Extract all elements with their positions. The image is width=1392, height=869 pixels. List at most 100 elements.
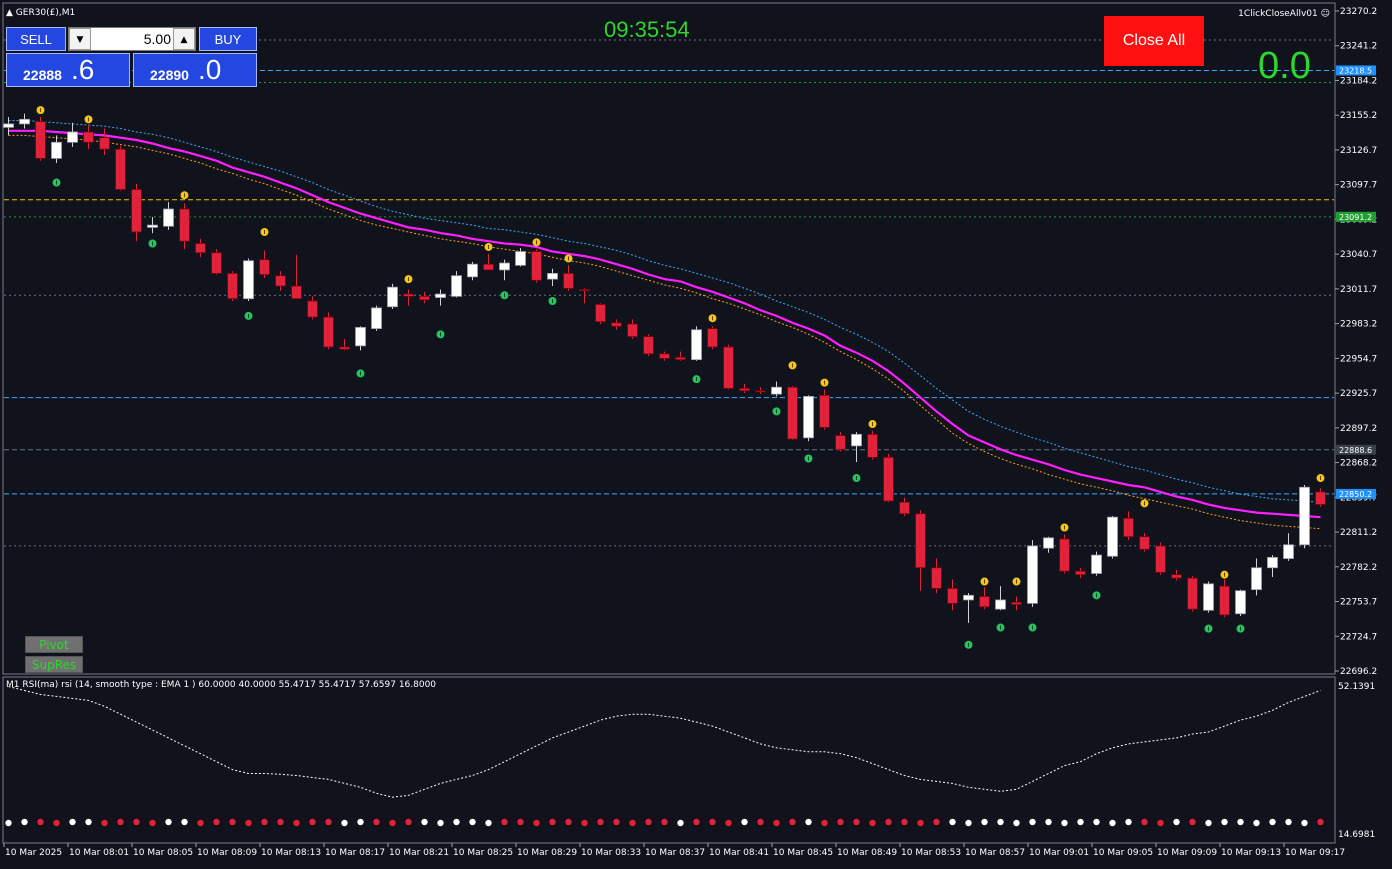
- time-tick-label: 10 Mar 08:49: [837, 848, 897, 858]
- candle-body: [435, 293, 446, 298]
- candle-body: [131, 189, 142, 233]
- bear-dot: [901, 818, 908, 826]
- candle-body: [627, 323, 638, 338]
- buy-button[interactable]: BUY: [199, 27, 257, 51]
- buy-signal-icon: [852, 474, 861, 483]
- bear-dot: [1317, 818, 1324, 826]
- bear-candle: [883, 453, 894, 503]
- bear-dot: [661, 818, 668, 826]
- bear-dot: [261, 818, 268, 826]
- bull-dot: [85, 818, 92, 826]
- price-axis: 23270.2 23241.2 23184.2 23155.2 23126.7 23097…: [1335, 7, 1377, 677]
- bid-price-box[interactable]: 22888 .6: [6, 53, 130, 87]
- rsi-panel-border: [2, 676, 1336, 844]
- candle-body: [307, 300, 318, 318]
- bull-candle: [1299, 484, 1310, 549]
- buy-signal-icon: [996, 623, 1005, 632]
- price-badge: 22888.6: [1336, 444, 1376, 455]
- candle-body: [51, 141, 62, 159]
- sell-signal-icon: [868, 420, 877, 429]
- bear-dot: [117, 818, 124, 826]
- bear-dot: [565, 818, 572, 826]
- bull-dot: [357, 818, 364, 826]
- bear-dot: [693, 818, 700, 826]
- bear-candle: [595, 303, 606, 324]
- bull-candle: [547, 268, 558, 287]
- sell-signal-icon: [36, 106, 45, 115]
- buy-signal-icon: [772, 407, 781, 416]
- bull-dot: [1173, 818, 1180, 826]
- bear-candle: [403, 289, 414, 306]
- time-tick-label: 10 Mar 08:45: [773, 848, 833, 858]
- candle-body: [419, 295, 430, 301]
- sell-signal-icon: [708, 314, 717, 323]
- bear-candle: [339, 338, 350, 351]
- candle-body: [499, 262, 510, 271]
- bear-candle: [579, 288, 590, 304]
- expert-name: 1ClickCloseAllv01: [1238, 9, 1318, 19]
- candle-body: [643, 336, 654, 355]
- lot-increase-icon[interactable]: ▲: [173, 28, 195, 50]
- supres-button[interactable]: SupRes: [25, 656, 83, 673]
- sell-signal-icon: [532, 238, 541, 247]
- candle-body: [355, 327, 366, 347]
- bear-candle: [1123, 511, 1134, 541]
- time-tick-label: 10 Mar 08:21: [389, 848, 449, 858]
- bear-candle: [643, 334, 654, 357]
- price-tick-label: 22696.2: [1340, 667, 1377, 677]
- ask-price-box[interactable]: 22890 .0: [133, 53, 257, 87]
- close-all-button[interactable]: Close All: [1104, 16, 1204, 66]
- collapse-arrow-icon[interactable]: ▲: [6, 8, 13, 18]
- bear-dot: [581, 819, 588, 827]
- bull-dot: [485, 819, 492, 827]
- bear-candle: [947, 579, 958, 611]
- main-chart-border: [2, 2, 1336, 675]
- bear-dot: [101, 819, 108, 827]
- bear-candle: [1187, 575, 1198, 612]
- bull-candle: [19, 113, 30, 129]
- price-badge-label: 23218.5: [1339, 66, 1372, 75]
- bear-candle: [563, 265, 574, 291]
- sell-button[interactable]: SELL: [6, 27, 66, 51]
- bear-dot: [629, 819, 636, 827]
- bull-candle: [851, 432, 862, 462]
- candle-body: [1283, 544, 1294, 559]
- bull-candle: [1027, 540, 1038, 607]
- price-badge-label: 22850.2: [1339, 490, 1372, 499]
- price-badges: 23218.5 23091.2 22888.6 22850.2: [1336, 65, 1376, 499]
- bull-candle: [1043, 536, 1054, 553]
- profit-display: 0.0: [1258, 45, 1311, 87]
- sell-signal-icon: [820, 378, 829, 387]
- price-tick-label: 23184.2: [1340, 76, 1377, 86]
- bull-dot: [21, 818, 28, 826]
- candles: [3, 113, 1326, 623]
- price-tick-label: 23241.2: [1340, 42, 1377, 52]
- bear-candle: [867, 430, 878, 460]
- time-tick-label: 10 Mar 2025: [5, 848, 62, 858]
- bull-candle: [51, 135, 62, 164]
- candle-body: [819, 394, 830, 428]
- bear-dot: [837, 818, 844, 826]
- bear-candle: [1219, 579, 1230, 618]
- bull-dot: [1013, 819, 1020, 827]
- sell-signal-icon: [1012, 577, 1021, 586]
- candle-body: [467, 263, 478, 278]
- time-tick-label: 10 Mar 08:29: [517, 848, 577, 858]
- bear-dot: [149, 819, 156, 827]
- bull-dot: [421, 818, 428, 826]
- bear-dot: [933, 818, 940, 826]
- lot-size-control[interactable]: ▼ 5.00 ▲: [68, 27, 196, 51]
- lot-size-input[interactable]: 5.00: [143, 31, 171, 47]
- pivot-button[interactable]: Pivot: [25, 636, 83, 653]
- candle-body: [723, 346, 734, 389]
- price-tick-label: 23126.7: [1340, 146, 1377, 156]
- candle-body: [243, 260, 254, 300]
- bull-candle: [995, 586, 1006, 611]
- bear-dot: [293, 819, 300, 827]
- price-tick-label: 23097.7: [1340, 181, 1377, 191]
- lot-decrease-icon[interactable]: ▼: [69, 28, 91, 50]
- bear-candle: [915, 510, 926, 591]
- candle-body: [83, 131, 94, 143]
